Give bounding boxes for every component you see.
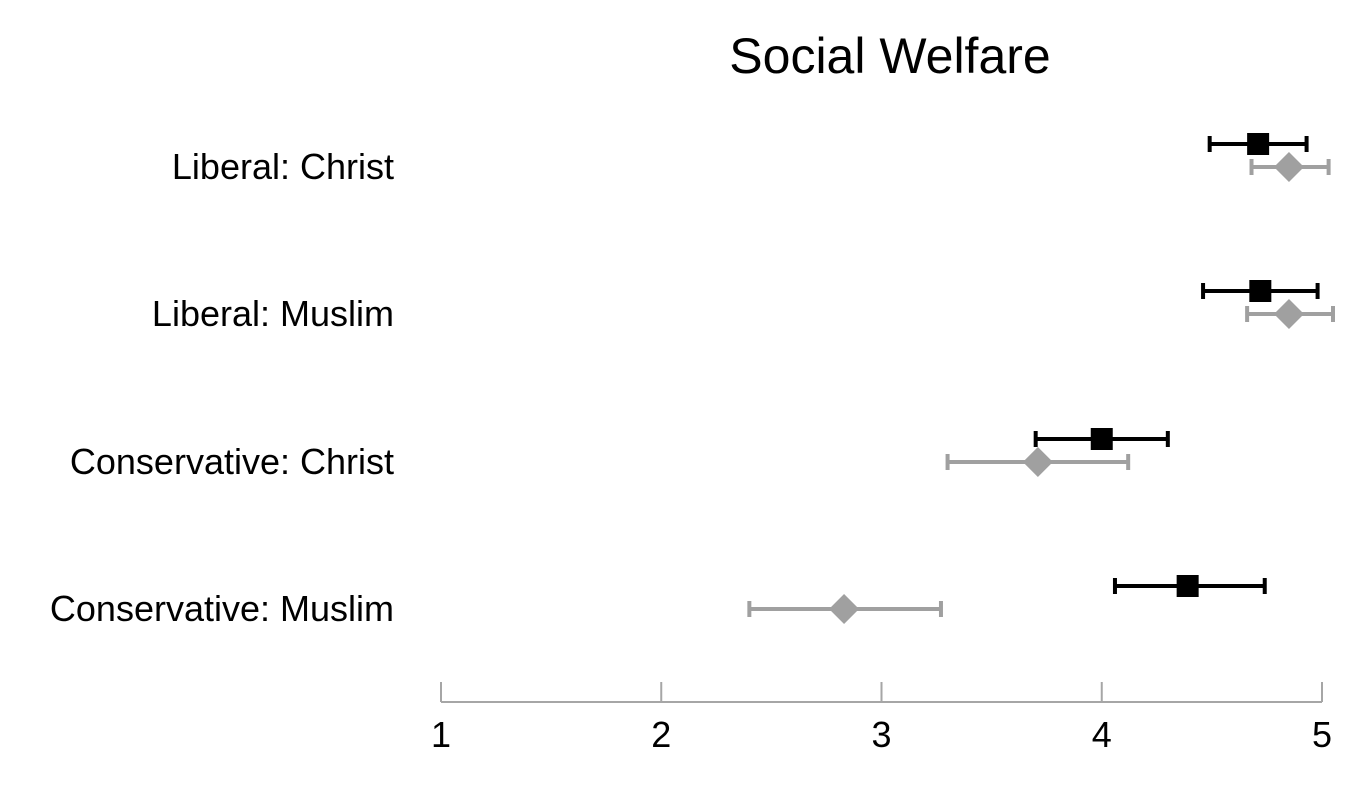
- x-tick-label: 5: [1312, 714, 1332, 755]
- data-point-square: [1090, 428, 1113, 450]
- data-point-diamond: [829, 594, 860, 624]
- data-point-square: [1176, 575, 1199, 597]
- category-label: Conservative: Muslim: [50, 588, 394, 629]
- category-label: Conservative: Christ: [70, 441, 394, 482]
- category-label: Liberal: Muslim: [152, 293, 394, 334]
- x-tick-label: 2: [651, 714, 671, 755]
- data-point-diamond: [1273, 299, 1304, 329]
- x-tick-label: 1: [431, 714, 451, 755]
- data-point-diamond: [1022, 447, 1053, 477]
- data-point-square: [1249, 280, 1272, 302]
- category-labels: Liberal: Christ Liberal: Muslim Conservati…: [50, 146, 394, 629]
- plot-area: [747, 133, 1336, 624]
- x-tick-label: 3: [871, 714, 891, 755]
- x-tick-label: 4: [1092, 714, 1112, 755]
- x-axis-ticks: 1 2 3 4 5: [431, 682, 1332, 755]
- data-point-square: [1247, 133, 1270, 155]
- data-point-diamond: [1273, 152, 1304, 182]
- chart-title: Social Welfare: [729, 28, 1050, 84]
- category-label: Liberal: Christ: [172, 146, 394, 187]
